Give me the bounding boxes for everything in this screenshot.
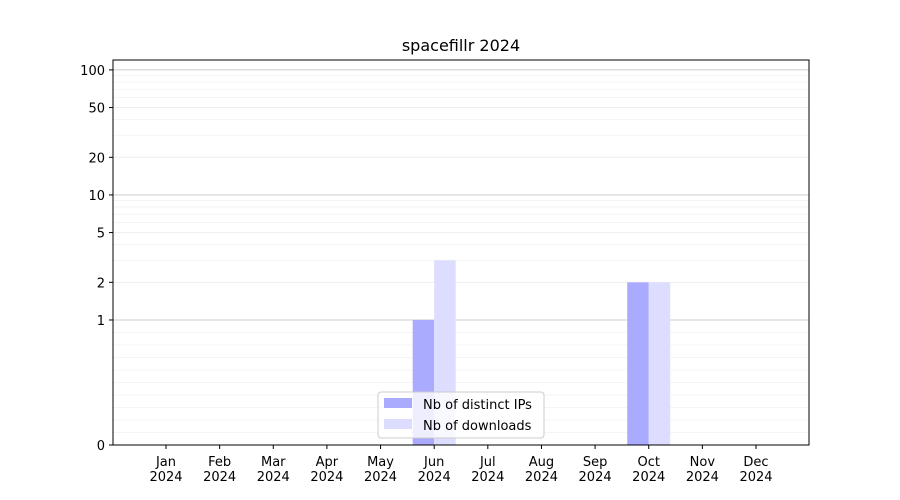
axes-layer: 0 1 2 5 10 20 50 100 Jan 2024 Feb 2024 Mar 2024 Apr 202…: [80, 64, 772, 485]
grid-layer: [113, 69, 809, 433]
x-tick-label: May 2024: [364, 455, 397, 485]
chart-title: spacefillr 2024: [402, 36, 520, 55]
x-tick-label: Oct 2024: [632, 455, 665, 485]
plot-frame: [112, 59, 810, 446]
y-tick-label: 20: [88, 151, 105, 166]
y-tick-label: 5: [97, 227, 105, 242]
x-tick-label: Feb 2024: [203, 455, 236, 485]
y-tick-label: 50: [88, 102, 105, 117]
y-tick-label: 1: [97, 314, 105, 329]
x-tick-label: Mar 2024: [257, 455, 290, 485]
y-tick-label: 0: [97, 439, 105, 454]
legend-label-downloads: Nb of downloads: [423, 419, 532, 434]
x-tick-label: Sep 2024: [579, 455, 612, 485]
legend-swatch-downloads: [384, 419, 412, 429]
bar-distinct-ips-oct: [627, 282, 649, 445]
y-tick-label: 100: [80, 64, 105, 79]
legend: Nb of distinct IPs Nb of downloads: [377, 391, 545, 439]
x-tick-label: Nov 2024: [686, 455, 719, 485]
x-tick-label: Jan 2024: [149, 455, 182, 485]
bar-downloads-oct: [648, 282, 671, 445]
legend-swatch-ips: [384, 398, 412, 408]
x-tick-label: Aug 2024: [525, 455, 558, 485]
x-tick-label: Jun 2024: [418, 455, 451, 485]
x-tick-label: Jul 2024: [471, 455, 504, 485]
x-tick-label: Dec 2024: [739, 455, 772, 485]
x-tick-label: Apr 2024: [310, 455, 343, 485]
legend-label-ips: Nb of distinct IPs: [423, 398, 532, 413]
y-tick-label: 10: [88, 189, 105, 204]
legend-box: [377, 391, 545, 439]
y-tick-label: 2: [97, 276, 105, 291]
